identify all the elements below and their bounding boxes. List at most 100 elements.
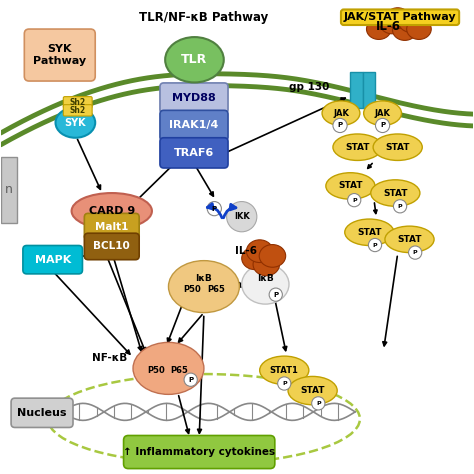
Ellipse shape [165, 37, 224, 82]
FancyBboxPatch shape [160, 138, 228, 168]
Text: P: P [380, 122, 385, 128]
Ellipse shape [259, 245, 286, 267]
Text: NF-κB: NF-κB [92, 353, 128, 363]
Ellipse shape [246, 240, 273, 263]
Circle shape [409, 246, 422, 259]
Text: Sh2: Sh2 [70, 106, 86, 115]
Text: MYD88: MYD88 [172, 93, 216, 103]
Text: STAT: STAT [357, 228, 382, 237]
Text: P: P [188, 377, 193, 383]
Text: P: P [282, 381, 287, 386]
Text: n: n [5, 183, 13, 196]
Circle shape [207, 201, 221, 216]
Text: MAPK: MAPK [35, 255, 71, 264]
Ellipse shape [260, 356, 309, 384]
Circle shape [312, 397, 325, 410]
FancyBboxPatch shape [64, 97, 92, 108]
Text: CARD 9: CARD 9 [89, 206, 135, 216]
Ellipse shape [168, 261, 239, 313]
Text: P: P [373, 243, 377, 247]
Text: P50: P50 [147, 366, 164, 375]
Text: STAT1: STAT1 [270, 366, 299, 375]
Text: Malt1: Malt1 [95, 222, 128, 232]
Ellipse shape [288, 376, 337, 405]
Ellipse shape [322, 101, 360, 126]
Ellipse shape [392, 19, 417, 40]
FancyBboxPatch shape [160, 83, 228, 113]
Text: IκB: IκB [196, 273, 212, 283]
Ellipse shape [253, 253, 280, 276]
FancyBboxPatch shape [64, 105, 92, 116]
Ellipse shape [373, 134, 422, 160]
Ellipse shape [366, 18, 391, 39]
Text: TRAF6: TRAF6 [174, 148, 214, 158]
FancyBboxPatch shape [124, 436, 275, 469]
FancyBboxPatch shape [11, 398, 73, 428]
Text: Nucleus: Nucleus [17, 408, 67, 418]
Text: ↑ Inflammatory cytokines: ↑ Inflammatory cytokines [123, 447, 275, 457]
Ellipse shape [371, 180, 420, 206]
Text: P: P [273, 292, 278, 298]
Circle shape [375, 118, 390, 133]
Text: IL-6: IL-6 [236, 246, 257, 256]
Circle shape [269, 288, 283, 301]
Ellipse shape [133, 342, 204, 394]
Text: P: P [212, 206, 217, 212]
Circle shape [368, 238, 382, 252]
Text: STAT: STAT [385, 143, 410, 152]
FancyBboxPatch shape [0, 156, 17, 223]
Text: STAT: STAT [301, 386, 325, 395]
Text: Sh2: Sh2 [70, 98, 86, 107]
Ellipse shape [345, 219, 394, 246]
Circle shape [393, 200, 407, 213]
Text: BCL10: BCL10 [93, 241, 130, 251]
Ellipse shape [385, 8, 410, 28]
Ellipse shape [242, 247, 268, 270]
Text: gp 130: gp 130 [289, 82, 329, 91]
Text: P50: P50 [183, 285, 201, 294]
Ellipse shape [242, 264, 289, 304]
Ellipse shape [380, 13, 404, 34]
Text: P65: P65 [171, 366, 188, 375]
Ellipse shape [326, 173, 375, 199]
FancyBboxPatch shape [23, 246, 82, 274]
Text: JAK/STAT Pathway: JAK/STAT Pathway [344, 12, 456, 22]
Text: IL-6: IL-6 [376, 20, 401, 33]
FancyBboxPatch shape [350, 72, 363, 108]
Circle shape [333, 118, 347, 133]
Circle shape [278, 377, 291, 390]
Ellipse shape [385, 226, 434, 253]
Circle shape [184, 373, 197, 386]
FancyBboxPatch shape [84, 213, 139, 240]
Text: P: P [316, 401, 320, 406]
Text: JAK: JAK [374, 109, 391, 118]
Text: STAT: STAT [383, 189, 408, 198]
Text: P: P [398, 204, 402, 209]
Text: TLR: TLR [182, 53, 208, 66]
Text: STAT: STAT [338, 182, 363, 191]
Ellipse shape [407, 18, 431, 39]
Text: JAK: JAK [333, 109, 349, 118]
FancyBboxPatch shape [363, 72, 375, 108]
FancyBboxPatch shape [84, 233, 139, 260]
Ellipse shape [333, 134, 382, 160]
Ellipse shape [72, 193, 152, 229]
Ellipse shape [399, 11, 423, 32]
Text: IKK: IKK [234, 212, 250, 221]
FancyBboxPatch shape [24, 29, 95, 81]
Text: IκB: IκB [257, 274, 273, 283]
Text: TLR/NF-κB Pathway: TLR/NF-κB Pathway [139, 11, 269, 24]
Text: P65: P65 [207, 285, 225, 294]
Text: IRAK1/4: IRAK1/4 [169, 120, 219, 130]
Text: P: P [337, 122, 343, 128]
Text: SYK
Pathway: SYK Pathway [33, 44, 86, 66]
FancyBboxPatch shape [160, 110, 228, 141]
Text: STAT: STAT [397, 235, 422, 244]
Ellipse shape [364, 101, 401, 126]
Circle shape [347, 193, 361, 207]
Text: SYK: SYK [64, 118, 86, 128]
Text: P: P [352, 198, 356, 203]
Text: P: P [413, 250, 418, 255]
Text: STAT: STAT [345, 143, 370, 152]
Ellipse shape [55, 108, 95, 138]
